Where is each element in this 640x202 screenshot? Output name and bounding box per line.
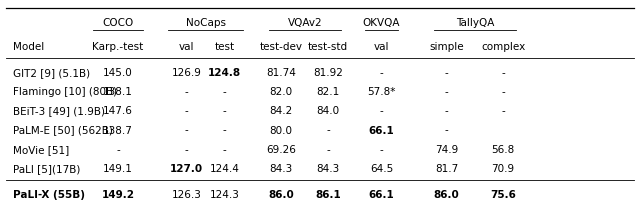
Text: 69.26: 69.26 [266, 144, 296, 154]
Text: -: - [380, 67, 383, 77]
Text: -: - [223, 106, 227, 116]
Text: 81.74: 81.74 [266, 67, 296, 77]
Text: 84.2: 84.2 [269, 106, 292, 116]
Text: val: val [179, 42, 194, 52]
Text: VQAv2: VQAv2 [287, 18, 323, 28]
Text: test-dev: test-dev [260, 42, 303, 52]
Text: -: - [184, 144, 188, 154]
Text: -: - [445, 125, 449, 135]
Text: 75.6: 75.6 [490, 189, 516, 199]
Text: 66.1: 66.1 [369, 125, 394, 135]
Text: 56.8: 56.8 [492, 144, 515, 154]
Text: 57.8*: 57.8* [367, 86, 396, 97]
Text: BEiT-3 [49] (1.9B): BEiT-3 [49] (1.9B) [13, 106, 105, 116]
Text: -: - [501, 67, 505, 77]
Text: 126.9: 126.9 [172, 67, 202, 77]
Text: 64.5: 64.5 [370, 163, 393, 173]
Text: 126.3: 126.3 [172, 189, 202, 199]
Text: complex: complex [481, 42, 525, 52]
Text: 82.1: 82.1 [317, 86, 340, 97]
Text: 81.7: 81.7 [435, 163, 458, 173]
Text: -: - [501, 86, 505, 97]
Text: 70.9: 70.9 [492, 163, 515, 173]
Text: OKVQA: OKVQA [363, 18, 400, 28]
Text: -: - [445, 106, 449, 116]
Text: PaLM-E [50] (562B): PaLM-E [50] (562B) [13, 125, 113, 135]
Text: test: test [214, 42, 235, 52]
Text: 84.0: 84.0 [317, 106, 340, 116]
Text: -: - [445, 86, 449, 97]
Text: 84.3: 84.3 [269, 163, 292, 173]
Text: val: val [374, 42, 389, 52]
Text: 149.2: 149.2 [102, 189, 134, 199]
Text: COCO: COCO [102, 18, 134, 28]
Text: 86.1: 86.1 [316, 189, 341, 199]
Text: 74.9: 74.9 [435, 144, 458, 154]
Text: test-std: test-std [308, 42, 348, 52]
Text: 82.0: 82.0 [269, 86, 292, 97]
Text: 127.0: 127.0 [170, 163, 203, 173]
Text: PaLI-X (55B): PaLI-X (55B) [13, 189, 84, 199]
Text: -: - [326, 125, 330, 135]
Text: -: - [501, 106, 505, 116]
Text: -: - [380, 106, 383, 116]
Text: Karp.-test: Karp.-test [92, 42, 143, 52]
Text: 138.1: 138.1 [103, 86, 133, 97]
Text: -: - [223, 125, 227, 135]
Text: 81.92: 81.92 [313, 67, 343, 77]
Text: 86.0: 86.0 [268, 189, 294, 199]
Text: -: - [223, 144, 227, 154]
Text: TallyQA: TallyQA [456, 18, 494, 28]
Text: 84.3: 84.3 [317, 163, 340, 173]
Text: NoCaps: NoCaps [186, 18, 226, 28]
Text: 138.7: 138.7 [103, 125, 133, 135]
Text: -: - [445, 67, 449, 77]
Text: 145.0: 145.0 [103, 67, 133, 77]
Text: 66.1: 66.1 [369, 189, 394, 199]
Text: Model: Model [13, 42, 44, 52]
Text: -: - [116, 144, 120, 154]
Text: -: - [223, 86, 227, 97]
Text: 124.4: 124.4 [210, 163, 239, 173]
Text: Flamingo [10] (80B): Flamingo [10] (80B) [13, 86, 116, 97]
Text: 124.8: 124.8 [208, 67, 241, 77]
Text: MoVie [51]: MoVie [51] [13, 144, 69, 154]
Text: GIT2 [9] (5.1B): GIT2 [9] (5.1B) [13, 67, 90, 77]
Text: PaLI [5](17B): PaLI [5](17B) [13, 163, 80, 173]
Text: 86.0: 86.0 [434, 189, 460, 199]
Text: 124.3: 124.3 [210, 189, 239, 199]
Text: -: - [184, 106, 188, 116]
Text: -: - [380, 144, 383, 154]
Text: 80.0: 80.0 [269, 125, 292, 135]
Text: 147.6: 147.6 [103, 106, 133, 116]
Text: simple: simple [429, 42, 464, 52]
Text: 149.1: 149.1 [103, 163, 133, 173]
Text: -: - [184, 86, 188, 97]
Text: -: - [184, 125, 188, 135]
Text: -: - [326, 144, 330, 154]
